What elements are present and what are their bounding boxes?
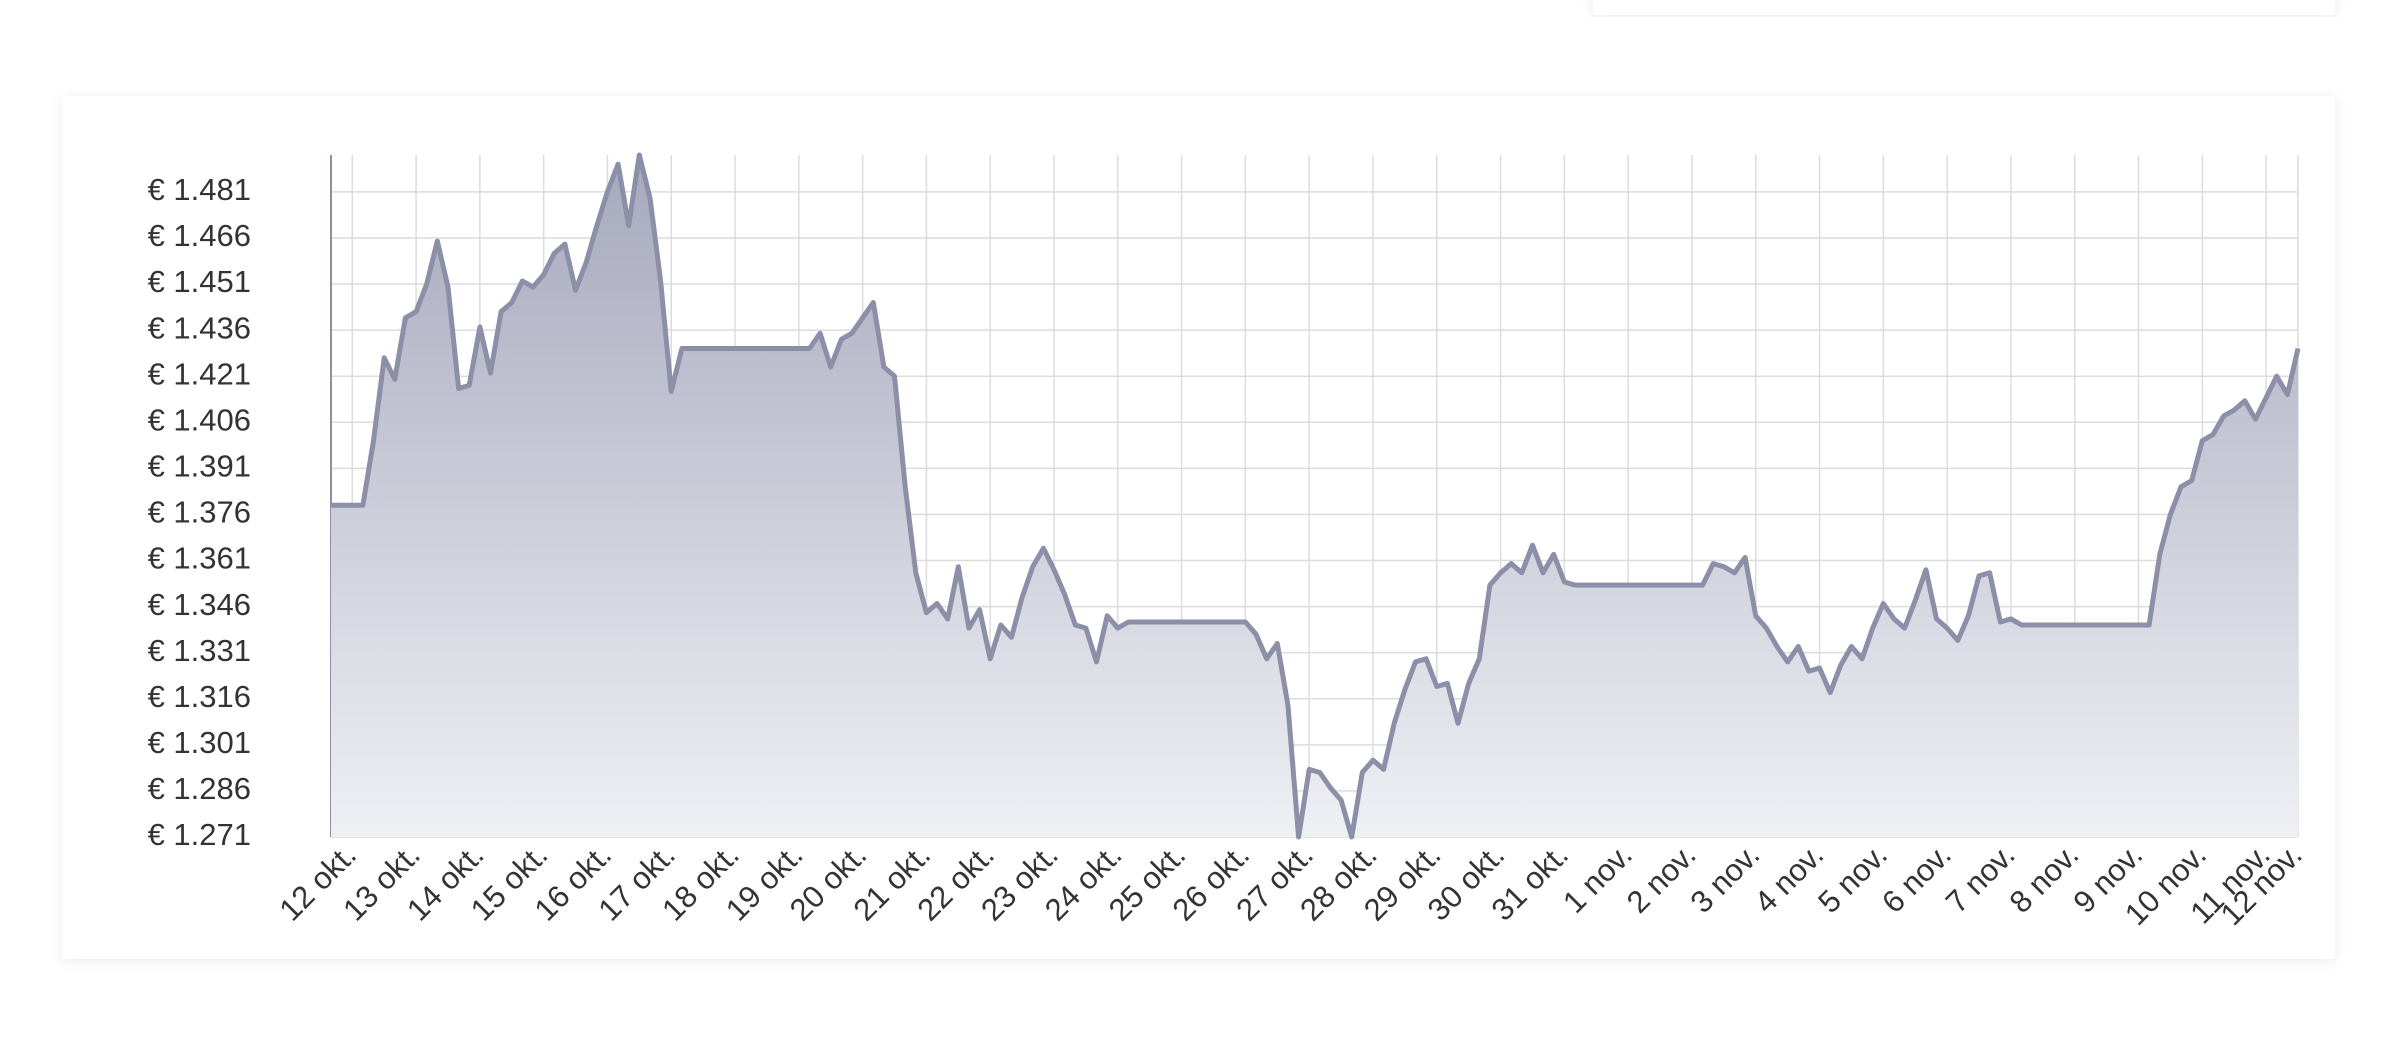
y-tick-label: € 1.391 bbox=[148, 449, 251, 484]
y-tick-label: € 1.436 bbox=[148, 310, 251, 345]
y-tick-label: € 1.421 bbox=[148, 356, 251, 391]
y-tick-label: € 1.316 bbox=[148, 679, 251, 714]
top-card bbox=[1593, 0, 2335, 15]
y-tick-label: € 1.301 bbox=[148, 725, 251, 760]
y-tick-label: € 1.451 bbox=[148, 264, 251, 299]
y-tick-label: € 1.271 bbox=[148, 817, 251, 852]
price-line bbox=[331, 152, 2301, 840]
y-tick-label: € 1.331 bbox=[148, 633, 251, 668]
y-tick-label: € 1.346 bbox=[148, 587, 251, 622]
y-tick-label: € 1.466 bbox=[148, 218, 251, 253]
y-tick-label: € 1.361 bbox=[148, 541, 251, 576]
y-tick-label: € 1.286 bbox=[148, 771, 251, 806]
y-tick-label: € 1.376 bbox=[148, 495, 251, 530]
y-tick-label: € 1.406 bbox=[148, 402, 251, 437]
y-tick-label: € 1.481 bbox=[148, 172, 251, 207]
